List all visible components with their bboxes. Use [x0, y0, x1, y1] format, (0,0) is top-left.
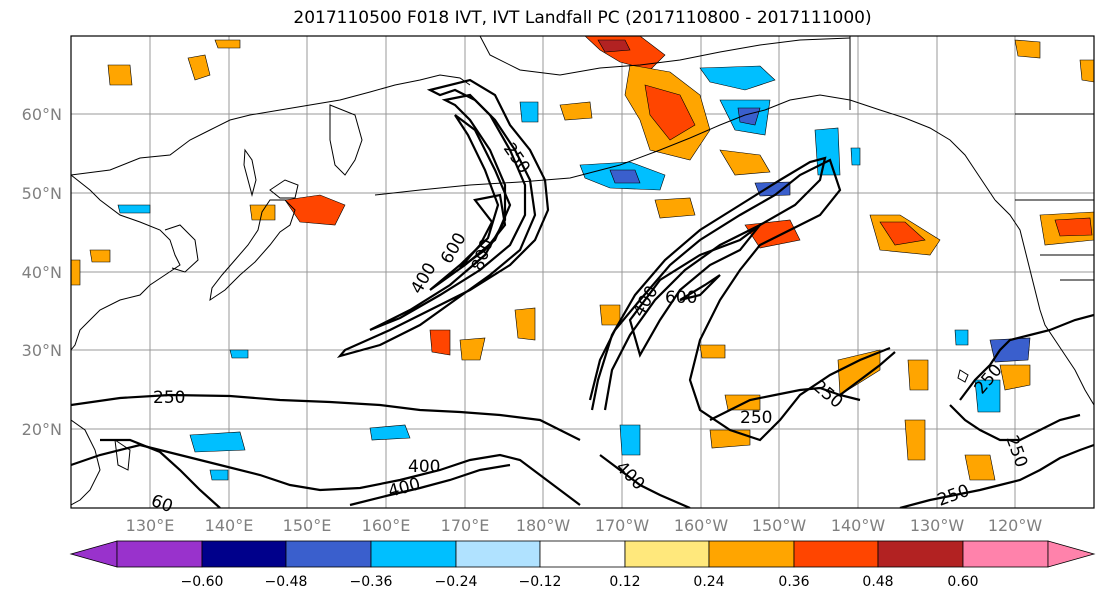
negative-pc-shading [117, 65, 1031, 481]
longitude-label: 150°E [283, 516, 332, 535]
longitude-label: 160°E [362, 516, 411, 535]
latitude-label: 30°N [22, 341, 62, 360]
colorbar-tick-label: 0.60 [947, 574, 978, 590]
colorbar [69, 540, 1096, 568]
colorbar-tick-label: −0.48 [265, 574, 308, 590]
contour-label: 600 [665, 288, 697, 308]
contour-label: 250 [740, 408, 772, 428]
colorbar-segment [962, 540, 1049, 568]
contour-label: 250 [153, 388, 185, 408]
colorbar-segment [69, 540, 118, 568]
longitude-label: 170°E [441, 516, 490, 535]
colorbar-tick-label: −0.36 [350, 574, 393, 590]
figure-title: 2017110500 F018 IVT, IVT Landfall PC (20… [293, 8, 872, 28]
longitude-labels: 130°E 140°E 150°E 160°E 170°E 180°W 170°… [126, 516, 1043, 535]
longitude-label: 130°E [126, 516, 175, 535]
longitude-label: 170°W [595, 516, 650, 535]
colorbar-segment [708, 540, 795, 568]
colorbar-tick-label: −0.12 [519, 574, 562, 590]
latitude-label: 20°N [22, 420, 62, 439]
latitude-labels: 60°N 50°N 40°N 30°N 20°N [22, 105, 62, 439]
latitude-label: 60°N [22, 105, 62, 124]
colorbar-segment [455, 540, 541, 568]
colorbar-tick-label: −0.24 [435, 574, 478, 590]
colorbar-segment [877, 540, 964, 568]
colorbar-tick-label: 0.12 [609, 574, 640, 590]
ivt-contours [71, 78, 1094, 508]
colorbar-segment [201, 540, 287, 568]
longitude-label: 180°W [516, 516, 571, 535]
colorbar-segment [285, 540, 372, 568]
longitude-label: 140°W [831, 516, 886, 535]
colorbar-ticks: −0.60 −0.48 −0.36 −0.24 −0.12 0.12 0.24 … [181, 574, 979, 590]
coastlines [71, 36, 1094, 506]
positive-pc-shading [71, 36, 1094, 481]
longitude-label: 160°W [674, 516, 729, 535]
colorbar-segment [793, 540, 879, 568]
contour-label: 400 [408, 457, 440, 477]
colorbar-tick-label: −0.60 [181, 574, 224, 590]
colorbar-tick-label: 0.36 [778, 574, 809, 590]
longitude-label: 130°W [910, 516, 965, 535]
longitude-label: 120°W [988, 516, 1043, 535]
latitude-label: 50°N [22, 184, 62, 203]
colorbar-segment [624, 540, 710, 568]
colorbar-segment [1047, 540, 1096, 568]
map-border [70, 35, 1095, 509]
colorbar-segment [370, 540, 457, 568]
colorbar-segment [539, 540, 626, 568]
colorbar-tick-label: 0.48 [862, 574, 893, 590]
colorbar-tick-label: 0.24 [693, 574, 724, 590]
longitude-label: 140°E [205, 516, 254, 535]
longitude-label: 150°W [752, 516, 807, 535]
colorbar-segment [116, 540, 203, 568]
latitude-label: 40°N [22, 263, 62, 282]
